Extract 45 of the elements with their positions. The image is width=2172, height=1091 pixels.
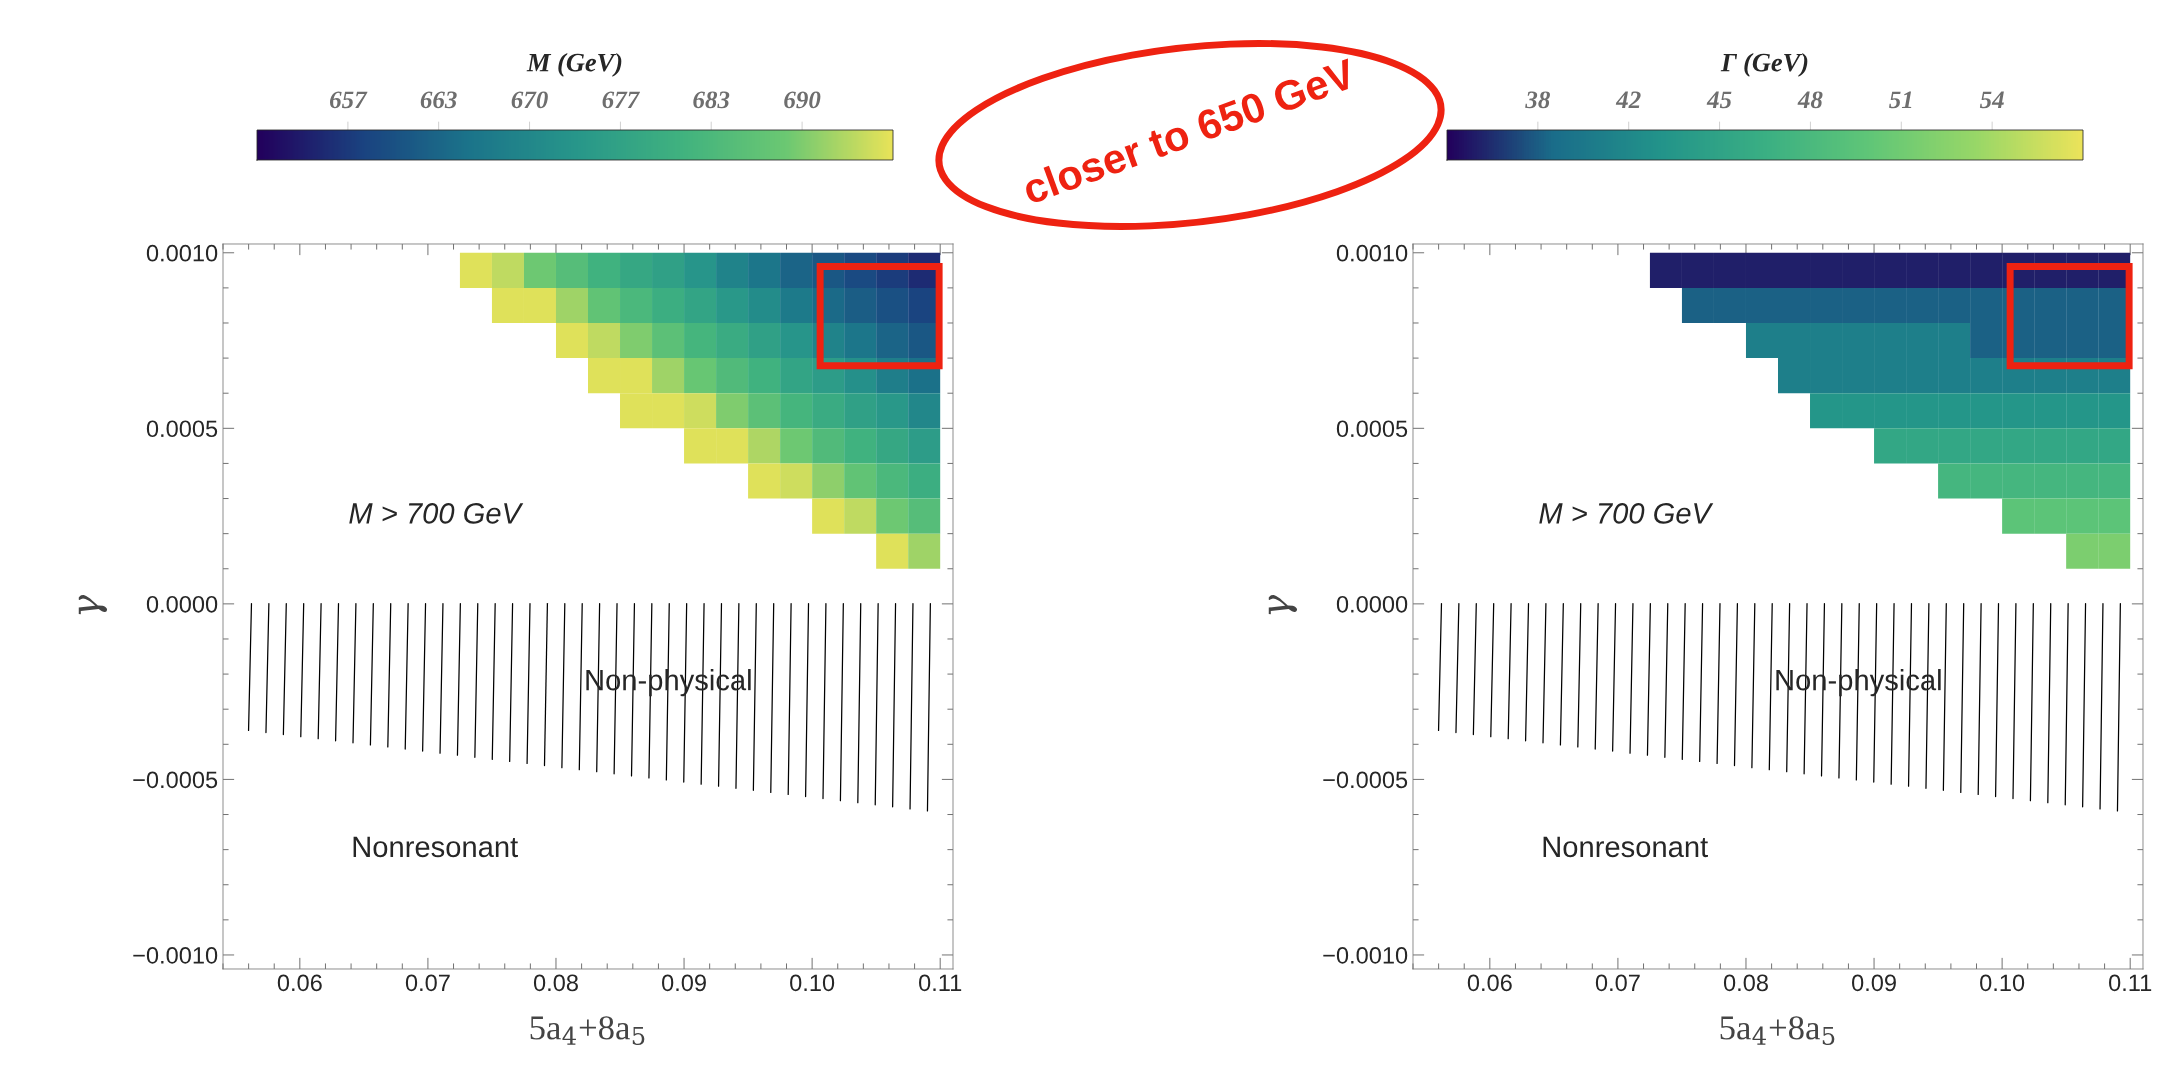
y-tick-label: −0.0010 (133, 947, 218, 964)
y-tick-label: −0.0005 (1323, 771, 1408, 789)
color-bar-label: 48 (1797, 91, 1823, 109)
color-bar-label: 690 (784, 91, 821, 109)
y-tick-label: 0.0010 (146, 244, 218, 262)
annotation: Nonresonant (353, 836, 518, 858)
y-tick-label: −0.0005 (133, 771, 218, 789)
color-bar-label: 683 (693, 91, 730, 109)
color-bar-label: 54 (1979, 91, 2004, 109)
color-bar-title: Γ (GeV) (1720, 52, 1808, 77)
y-tick-label: 0.0010 (1336, 244, 1408, 262)
y-tick-label: 0.0000 (1336, 595, 1408, 613)
x-tick-label: 0.11 (919, 974, 962, 992)
annotation: M > 700 GeV (349, 503, 524, 524)
x-axis-title: 5a$_{4}$+8a$_{5}$ (1720, 1016, 1835, 1045)
x-tick-label: 0.10 (790, 974, 835, 992)
x-tick-label: 0.09 (662, 974, 706, 992)
x-tick-label: 0.06 (1467, 974, 1512, 992)
color-bar-label: 663 (420, 91, 457, 109)
x-tick-label: 0.07 (1595, 974, 1640, 992)
color-bar-label: 670 (511, 91, 548, 109)
x-tick-label: 0.10 (1980, 974, 2025, 992)
x-tick-label: 0.09 (1852, 974, 1896, 992)
color-bar-label: 42 (1615, 91, 1641, 109)
x-axis-title: 5a$_{4}$+8a$_{5}$ (530, 1016, 645, 1045)
x-tick-label: 0.06 (277, 974, 322, 992)
y-tick-label: 0.0005 (146, 420, 218, 438)
y-tick-label: −0.0010 (1323, 947, 1408, 964)
x-tick-label: 0.11 (2109, 974, 2152, 992)
y-axis-title: γ (1268, 594, 1298, 615)
annotation: Nonresonant (1543, 836, 1708, 858)
y-tick-label: 0.0000 (146, 595, 218, 613)
y-tick-label: 0.0005 (1336, 420, 1408, 438)
color-bar-label: 51 (1889, 91, 1912, 109)
y-axis-title: γ (78, 594, 108, 615)
x-tick-label: 0.08 (1723, 974, 1768, 992)
annotation: M > 700 GeV (1539, 503, 1714, 524)
color-bar-label: 45 (1706, 91, 1732, 109)
text: closer to 650 GeV (1020, 57, 1358, 205)
color-bar-title: M (GeV) (526, 52, 622, 77)
x-tick-label: 0.08 (533, 974, 578, 992)
color-bar-label: 677 (602, 91, 641, 109)
color-bar-label: 38 (1525, 91, 1550, 109)
color-bar-label: 657 (330, 91, 368, 109)
x-tick-label: 0.07 (405, 974, 450, 992)
